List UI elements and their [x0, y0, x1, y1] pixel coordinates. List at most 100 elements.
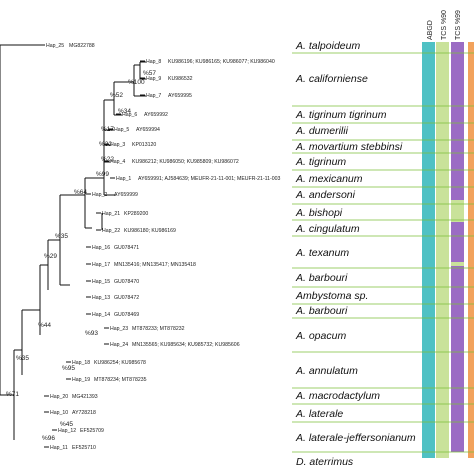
species-label: A. laterale — [295, 408, 343, 420]
bootstrap-value: %71 — [6, 391, 19, 398]
tip-hap6: Hap_6 AY659992 — [116, 112, 168, 118]
tip-hap25: Hap_25 MG822788 — [40, 43, 95, 49]
species-label: A. cingulatum — [295, 223, 360, 235]
tip-label: Hap_5 — [114, 127, 129, 133]
tip-label: Hap_11 — [50, 445, 68, 451]
tip-label: Hap_8 — [146, 59, 161, 65]
species-label: A. dumerilii — [295, 125, 349, 137]
tip-accession: GU078472 — [114, 295, 139, 301]
species-label: A. andersoni — [295, 189, 356, 201]
row-separators — [292, 52, 474, 453]
tip-accession: KP289200 — [124, 211, 148, 217]
tcs90-bar — [436, 42, 449, 458]
species-label: A. bishopi — [295, 207, 343, 219]
tip-accession: EF525709 — [80, 428, 104, 434]
tip-label: Hap_14 — [92, 312, 110, 318]
tip-hap1: Hap_1 AY659991; AJ584639; MEUFR-21-11-001… — [110, 176, 281, 182]
tip-label: Hap_12 — [58, 428, 76, 434]
tip-hap4: Hap_4 KU986212; KU986050; KU985809; KU986… — [104, 159, 239, 165]
tip-label: Hap_17 — [92, 262, 110, 268]
tip-accession: GU078470 — [114, 279, 139, 285]
tip-label: Hap_20 — [50, 394, 68, 400]
species-label: A. tigrinum — [295, 156, 346, 168]
species-label: Ambystoma sp. — [295, 290, 368, 302]
tip-label: Hap_6 — [122, 112, 137, 118]
species-label: A. barbouri — [295, 272, 348, 284]
bootstrap-value: %52 — [110, 92, 123, 99]
species-label: A. movartium stebbinsi — [295, 141, 403, 153]
tip-hap20: Hap_20 MG421393 — [44, 394, 98, 400]
tcs99-gap-a — [451, 200, 464, 222]
bootstrap-value: %17 — [101, 126, 114, 133]
delimitation-bars — [422, 42, 474, 458]
tip-hap2: Hap_2 AY659999 — [86, 192, 138, 198]
species-label: A. annulatum — [295, 365, 358, 377]
bootstrap-value: %29 — [44, 253, 57, 260]
header-tcs90: TCS %90 — [441, 10, 448, 40]
tip-accession: KU986180; KU986169 — [124, 228, 176, 234]
tip-hap15: Hap_15 GU078470 — [86, 279, 139, 285]
tip-accession: KP013120 — [132, 142, 156, 148]
species-label: A. laterale-jeffersonianum — [295, 432, 416, 444]
tip-accession: AY659992 — [144, 112, 168, 118]
tip-hap8: Hap_8 KU986196; KU986165; KU986077; KU986… — [140, 59, 275, 65]
tip-label: Hap_7 — [146, 93, 161, 99]
tip-accession: MT878233; MT878232 — [132, 326, 185, 332]
bootstrap-value: %44 — [38, 322, 51, 329]
tip-hap9: Hap_9 KU986532 — [140, 76, 193, 82]
bootstrap-value: %35 — [16, 355, 29, 362]
tip-hap18: Hap_18 KU986254; KU985678 — [66, 360, 146, 366]
tip-hap22: Hap_22 KU986180; KU986169 — [96, 228, 176, 234]
tip-accession: MT878234; MT878235 — [94, 377, 147, 383]
tip-hap16: Hap_16 GU078471 — [86, 245, 139, 251]
species-label: A. tigrinum tigrinum — [295, 109, 387, 121]
tip-hap17: Hap_17 MN135416; MN135417; MN135418 — [86, 262, 196, 268]
species-label: A. mexicanum — [295, 173, 363, 185]
tip-label: Hap_3 — [110, 142, 125, 148]
orange-bar — [468, 42, 474, 458]
species-label: A. opacum — [295, 330, 346, 342]
species-label: A. macrodactylum — [295, 390, 380, 402]
tcs99-bar — [451, 42, 464, 452]
tip-hap12: Hap_12 EF525709 — [52, 428, 104, 434]
tip-accession: AY728218 — [72, 410, 96, 416]
tip-accession: GU078469 — [114, 312, 139, 318]
tip-label: Hap_1 — [116, 176, 131, 182]
tip-accession: KU986212; KU986050; KU985809; KU986072 — [132, 159, 239, 165]
tip-label: Hap_9 — [146, 76, 161, 82]
tip-labels: Hap_25 MG822788 Hap_8 KU986196; KU986165; K… — [40, 43, 281, 451]
tip-hap7: Hap_7 AY659995 — [140, 93, 192, 99]
tip-accession: KU986254; KU985678 — [94, 360, 146, 366]
species-label: A. barbouri — [295, 305, 348, 317]
tip-hap19: Hap_19 MT878234; MT878235 — [66, 377, 147, 383]
tip-hap5: Hap_5 AY659994 — [108, 127, 160, 133]
header-tcs99: TCS %99 — [455, 10, 462, 40]
tip-label: Hap_4 — [110, 159, 125, 165]
bootstrap-value: %100 — [128, 79, 145, 86]
tip-label: Hap_13 — [92, 295, 110, 301]
abgd-bar — [422, 42, 435, 458]
tip-hap11: Hap_11 EF525710 — [44, 445, 96, 451]
tip-label: Hap_24 — [110, 342, 128, 348]
species-label: A. californiense — [295, 73, 368, 85]
tip-accession: EF525710 — [72, 445, 96, 451]
tip-accession: KU986532 — [168, 76, 193, 82]
tip-accession: MN135565; KU985634; KU985732; KU985606 — [132, 342, 240, 348]
tip-label: Hap_16 — [92, 245, 110, 251]
tip-hap23: Hap_23 MT878233; MT878232 — [104, 326, 185, 332]
tip-label: Hap_2 — [92, 192, 107, 198]
tip-hap13: Hap_13 GU078472 — [86, 295, 139, 301]
tip-accession: AY659991; AJ584639; MEUFR-21-11-001; MEU… — [138, 176, 281, 182]
bootstrap-value: %96 — [42, 435, 55, 442]
tip-accession: MG822788 — [69, 43, 95, 49]
tip-hap21: Hap_21 KP289200 — [96, 211, 148, 217]
bootstrap-value: %34 — [118, 108, 131, 115]
tip-hap14: Hap_14 GU078469 — [86, 312, 139, 318]
tcs99-gap-b — [451, 262, 464, 266]
tip-hap3: Hap_3 KP013120 — [104, 142, 156, 148]
tip-hap10: Hap_10 AY728218 — [44, 410, 96, 416]
species-label: D. aterrimus — [296, 456, 354, 468]
species-labels: A. talpoideum A. californiense A. tigrinum… — [295, 40, 416, 468]
